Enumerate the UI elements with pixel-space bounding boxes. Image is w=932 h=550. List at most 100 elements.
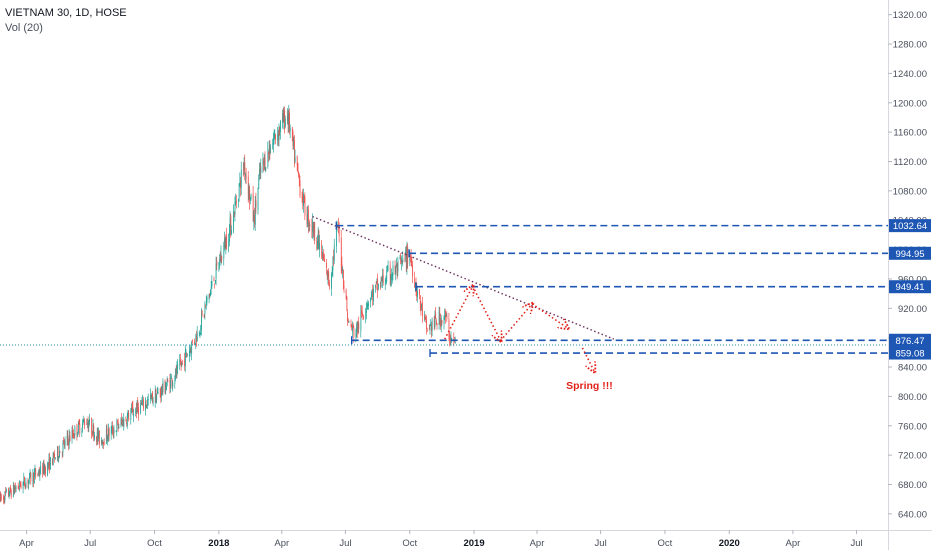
- level-label-bg: [889, 346, 931, 360]
- candle-body: [166, 379, 168, 386]
- candle-body: [268, 148, 270, 152]
- candle-body: [298, 171, 300, 177]
- candle-body: [324, 259, 325, 262]
- candle-body: [112, 431, 114, 435]
- candle-body: [162, 381, 164, 393]
- candle-body: [194, 343, 196, 345]
- candle-body: [220, 253, 222, 265]
- candle-body: [449, 337, 451, 341]
- candle-body: [45, 467, 46, 475]
- candle-body: [171, 378, 173, 386]
- candle-body: [118, 426, 120, 428]
- level-price-label[interactable]: 876.47: [889, 333, 931, 347]
- candle-body: [376, 280, 378, 282]
- time-tick-label: Apr: [786, 538, 801, 549]
- candle-body: [429, 324, 431, 330]
- candle-body: [19, 482, 21, 487]
- candle-body: [272, 143, 274, 150]
- candle-body: [69, 435, 71, 442]
- level-label-bg: [889, 280, 931, 294]
- candle-body: [91, 431, 93, 436]
- candle-body: [221, 255, 223, 260]
- candle-body: [216, 261, 218, 266]
- level-price-label[interactable]: 949.41: [889, 280, 931, 294]
- candle-body: [93, 425, 95, 439]
- candle-body: [449, 340, 451, 342]
- candle-body: [386, 270, 388, 282]
- candle-body: [397, 260, 399, 272]
- candle-body: [42, 465, 44, 475]
- candle-body: [414, 278, 416, 288]
- candle-body: [336, 230, 337, 247]
- candle-body: [363, 317, 365, 319]
- candle-body: [291, 127, 293, 134]
- candle-body: [392, 265, 394, 276]
- candle-body: [422, 302, 423, 317]
- candle-body: [391, 275, 393, 281]
- candle-body: [25, 481, 27, 488]
- candle-body: [308, 224, 310, 226]
- candle-body: [368, 303, 369, 306]
- candle-body: [431, 320, 433, 331]
- level-price-label[interactable]: 1032.64: [889, 219, 931, 233]
- candle-body: [174, 379, 176, 384]
- level-price-label[interactable]: 994.95: [889, 246, 931, 260]
- candle-body: [15, 487, 17, 489]
- price-axis[interactable]: 1320.00 1280.00 1240.00 1200.00 1160.00 1120.…: [888, 10, 931, 520]
- candle-body: [29, 473, 30, 479]
- volume-indicator-label[interactable]: Vol (20): [5, 22, 43, 34]
- candle-body: [280, 120, 281, 133]
- level-price-label[interactable]: 859.08: [889, 346, 931, 360]
- candle-body: [140, 403, 142, 414]
- candle-body: [238, 184, 240, 198]
- candle-body: [326, 269, 328, 279]
- candle-body: [121, 418, 123, 422]
- candle-body: [238, 199, 239, 201]
- candle-body: [82, 419, 84, 423]
- time-tick-label: Oct: [658, 538, 673, 549]
- price-tick-label: 760.00: [898, 421, 927, 432]
- time-axis[interactable]: Apr Jul Oct 2018 Apr Jul Oct 2019 Apr Jul Oct 2020 A…: [19, 530, 863, 549]
- candle-body: [351, 325, 353, 330]
- candle-body: [343, 285, 345, 288]
- candle-body: [443, 316, 445, 325]
- candle-body: [15, 487, 16, 490]
- candle-body: [22, 482, 24, 489]
- candle-body: [116, 422, 118, 432]
- candle-body: [156, 395, 158, 401]
- candle-body: [424, 316, 425, 319]
- candle-body: [229, 226, 230, 243]
- candle-body: [102, 440, 104, 445]
- candle-body: [331, 271, 333, 272]
- candle-body: [419, 289, 421, 295]
- price-tick-label: 1160.00: [893, 128, 927, 139]
- candle-body: [298, 174, 300, 182]
- candle-body: [258, 178, 260, 189]
- candle-body: [440, 317, 442, 327]
- time-tick-label: Apr: [19, 538, 34, 549]
- price-tick-label: 680.00: [898, 480, 927, 491]
- candle-body: [204, 306, 206, 314]
- candle-body: [416, 289, 418, 296]
- candle-body: [454, 341, 455, 343]
- candle-body: [451, 337, 453, 339]
- candle-body: [370, 293, 372, 300]
- time-tick-label: Apr: [530, 538, 545, 549]
- candle-body: [444, 310, 446, 318]
- candle-body: [301, 196, 303, 199]
- candle-body: [372, 291, 374, 300]
- candle-body: [38, 470, 40, 475]
- time-tick-label: Oct: [147, 538, 162, 549]
- candle-body: [159, 393, 161, 395]
- candle-body: [8, 488, 9, 496]
- candle-body: [47, 462, 49, 467]
- price-tick-label: 840.00: [898, 363, 927, 374]
- candle-body: [147, 399, 149, 406]
- candle-body: [157, 392, 159, 394]
- candle-body: [179, 360, 181, 366]
- candle-body: [117, 420, 118, 422]
- candle-body: [346, 296, 348, 312]
- candle-body: [76, 425, 78, 436]
